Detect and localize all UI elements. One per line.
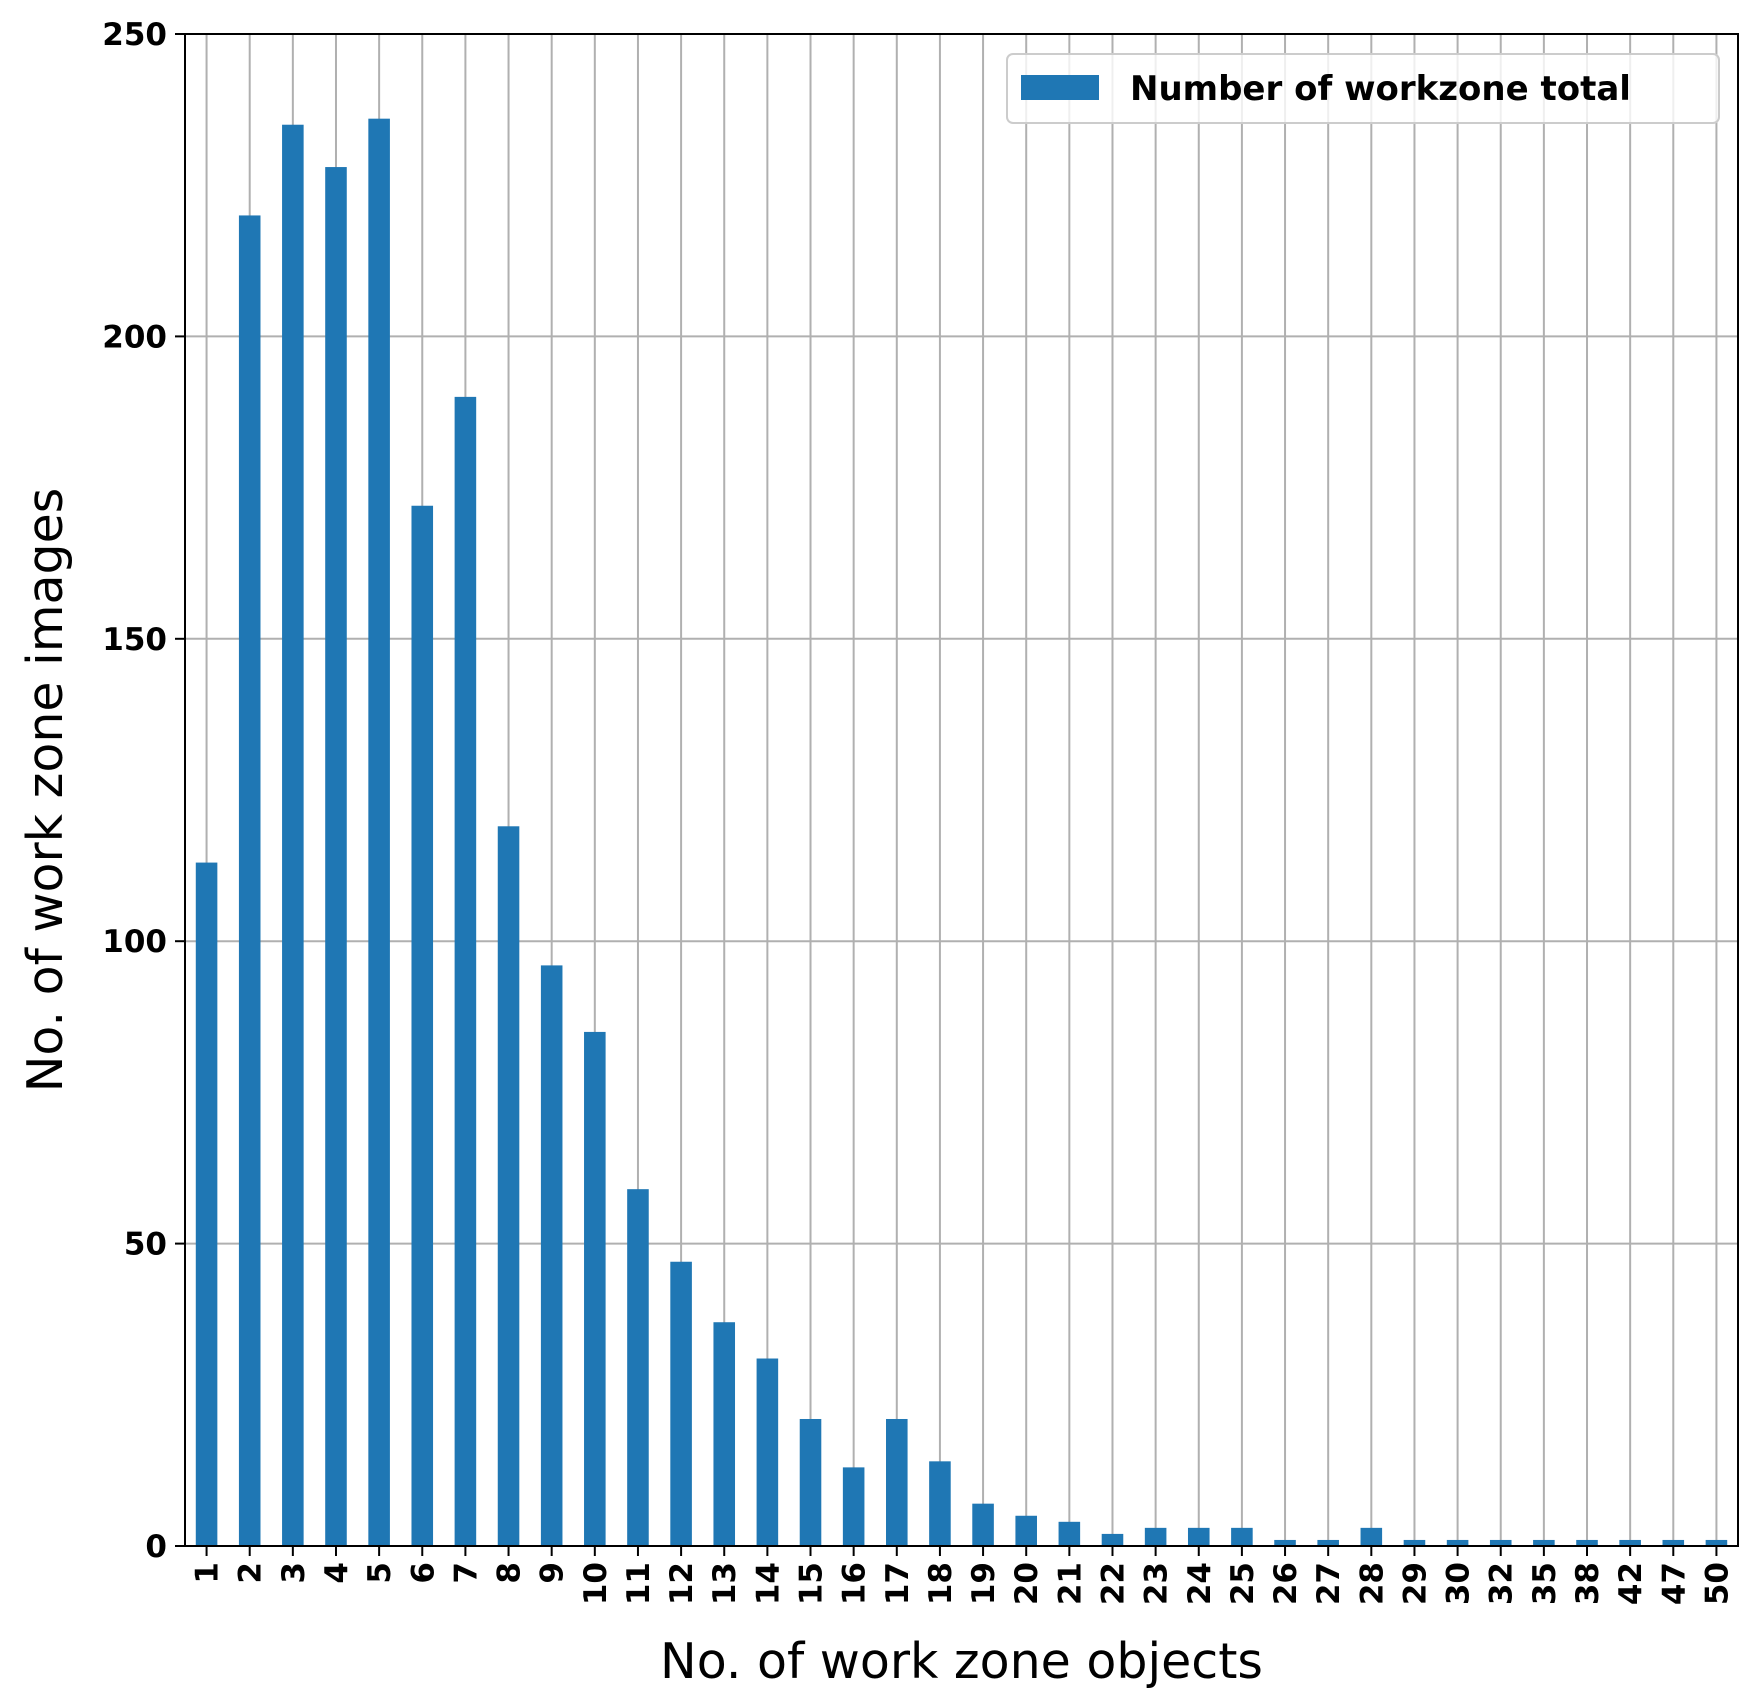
x-tick-label: 28 bbox=[1354, 1562, 1390, 1605]
x-axis-label: No. of work zone objects bbox=[660, 1633, 1263, 1690]
bar bbox=[1446, 1539, 1469, 1546]
legend: Number of workzone total bbox=[1006, 53, 1720, 124]
x-tick-label: 3 bbox=[276, 1562, 312, 1584]
bar bbox=[325, 167, 347, 1546]
x-tick-label: 22 bbox=[1095, 1562, 1131, 1605]
bar bbox=[1274, 1539, 1296, 1546]
bar bbox=[1317, 1539, 1339, 1546]
y-tick-label: 0 bbox=[145, 1529, 167, 1565]
y-axis-label: No. of work zone images bbox=[17, 488, 74, 1093]
y-tick-label: 150 bbox=[102, 622, 167, 658]
bar bbox=[540, 965, 563, 1546]
bar bbox=[1403, 1539, 1426, 1546]
x-tick-label: 19 bbox=[966, 1562, 1002, 1605]
bar bbox=[799, 1418, 822, 1546]
x-tick-label: 6 bbox=[405, 1562, 441, 1584]
bar bbox=[1533, 1539, 1555, 1546]
x-tick-label: 32 bbox=[1484, 1562, 1520, 1605]
legend-swatch bbox=[1021, 75, 1099, 100]
x-tick-label: 15 bbox=[794, 1562, 830, 1605]
x-tick-label: 50 bbox=[1699, 1562, 1735, 1605]
bar bbox=[886, 1418, 908, 1546]
bar bbox=[627, 1189, 649, 1546]
bar bbox=[282, 124, 304, 1547]
x-tick-label: 2 bbox=[233, 1562, 269, 1584]
x-tick-label: 17 bbox=[880, 1562, 916, 1605]
legend-box bbox=[1006, 53, 1720, 124]
bar bbox=[1058, 1521, 1081, 1546]
bar bbox=[842, 1467, 865, 1546]
x-tick-label: 27 bbox=[1311, 1562, 1347, 1605]
x-tick-label: 9 bbox=[535, 1562, 571, 1584]
x-tick-label: 42 bbox=[1613, 1562, 1649, 1605]
bar bbox=[497, 826, 520, 1546]
x-tick-label: 38 bbox=[1570, 1562, 1606, 1605]
y-tick-label: 100 bbox=[102, 924, 167, 960]
bar bbox=[195, 862, 218, 1546]
x-tick-label: 24 bbox=[1182, 1562, 1218, 1605]
bar bbox=[1576, 1539, 1598, 1546]
x-tick-label: 23 bbox=[1139, 1562, 1175, 1605]
bar bbox=[368, 118, 390, 1546]
x-tick-label: 25 bbox=[1225, 1562, 1261, 1605]
bar bbox=[1144, 1527, 1167, 1546]
y-tick-label: 250 bbox=[102, 17, 167, 53]
y-tick-label: 50 bbox=[124, 1227, 167, 1263]
x-tick-label: 8 bbox=[492, 1562, 528, 1584]
x-tick-label: 7 bbox=[448, 1562, 484, 1584]
bar bbox=[454, 396, 477, 1546]
x-tick-label: 13 bbox=[707, 1562, 743, 1605]
x-tick-label: 35 bbox=[1527, 1562, 1563, 1605]
x-tick-label: 26 bbox=[1268, 1562, 1304, 1605]
bar bbox=[238, 215, 261, 1547]
bar bbox=[411, 505, 434, 1546]
bar bbox=[713, 1322, 736, 1546]
x-axis-ticks: 1 2 3 4 5 6 7 8 9 10 11 12 13 14 15 16 17 18 19 20 21 22 23 24 2… bbox=[190, 1546, 1735, 1605]
bar bbox=[1101, 1533, 1124, 1546]
x-tick-label: 47 bbox=[1656, 1562, 1692, 1605]
bar bbox=[1187, 1527, 1210, 1546]
bar bbox=[1015, 1515, 1037, 1546]
bar bbox=[1360, 1527, 1383, 1546]
x-tick-label: 10 bbox=[578, 1562, 614, 1605]
bar bbox=[929, 1461, 951, 1546]
bar bbox=[1619, 1539, 1641, 1546]
bar bbox=[1489, 1539, 1512, 1546]
bar bbox=[584, 1031, 606, 1546]
x-tick-label: 5 bbox=[362, 1562, 398, 1584]
x-tick-label: 20 bbox=[1009, 1562, 1045, 1605]
bar bbox=[1705, 1539, 1728, 1546]
y-tick-label: 200 bbox=[102, 319, 167, 355]
bars bbox=[195, 118, 1728, 1547]
x-tick-label: 30 bbox=[1441, 1562, 1477, 1605]
bar bbox=[1662, 1539, 1685, 1546]
x-tick-label: 21 bbox=[1052, 1562, 1088, 1605]
bar bbox=[1231, 1527, 1253, 1546]
x-tick-label: 29 bbox=[1397, 1562, 1433, 1605]
x-tick-label: 11 bbox=[621, 1562, 657, 1605]
x-tick-label: 1 bbox=[190, 1562, 226, 1584]
x-tick-label: 16 bbox=[837, 1562, 873, 1605]
x-tick-label: 4 bbox=[319, 1562, 355, 1584]
legend-label: Number of workzone total bbox=[1130, 69, 1631, 109]
y-axis-ticks: 0 50 100 150 200 250 bbox=[102, 17, 185, 1565]
bar bbox=[972, 1503, 994, 1546]
x-tick-label: 14 bbox=[750, 1562, 786, 1605]
bar bbox=[756, 1358, 779, 1546]
x-tick-label: 18 bbox=[923, 1562, 959, 1605]
bar bbox=[670, 1261, 692, 1546]
plot-frame bbox=[184, 33, 1739, 1547]
x-tick-label: 12 bbox=[664, 1562, 700, 1605]
